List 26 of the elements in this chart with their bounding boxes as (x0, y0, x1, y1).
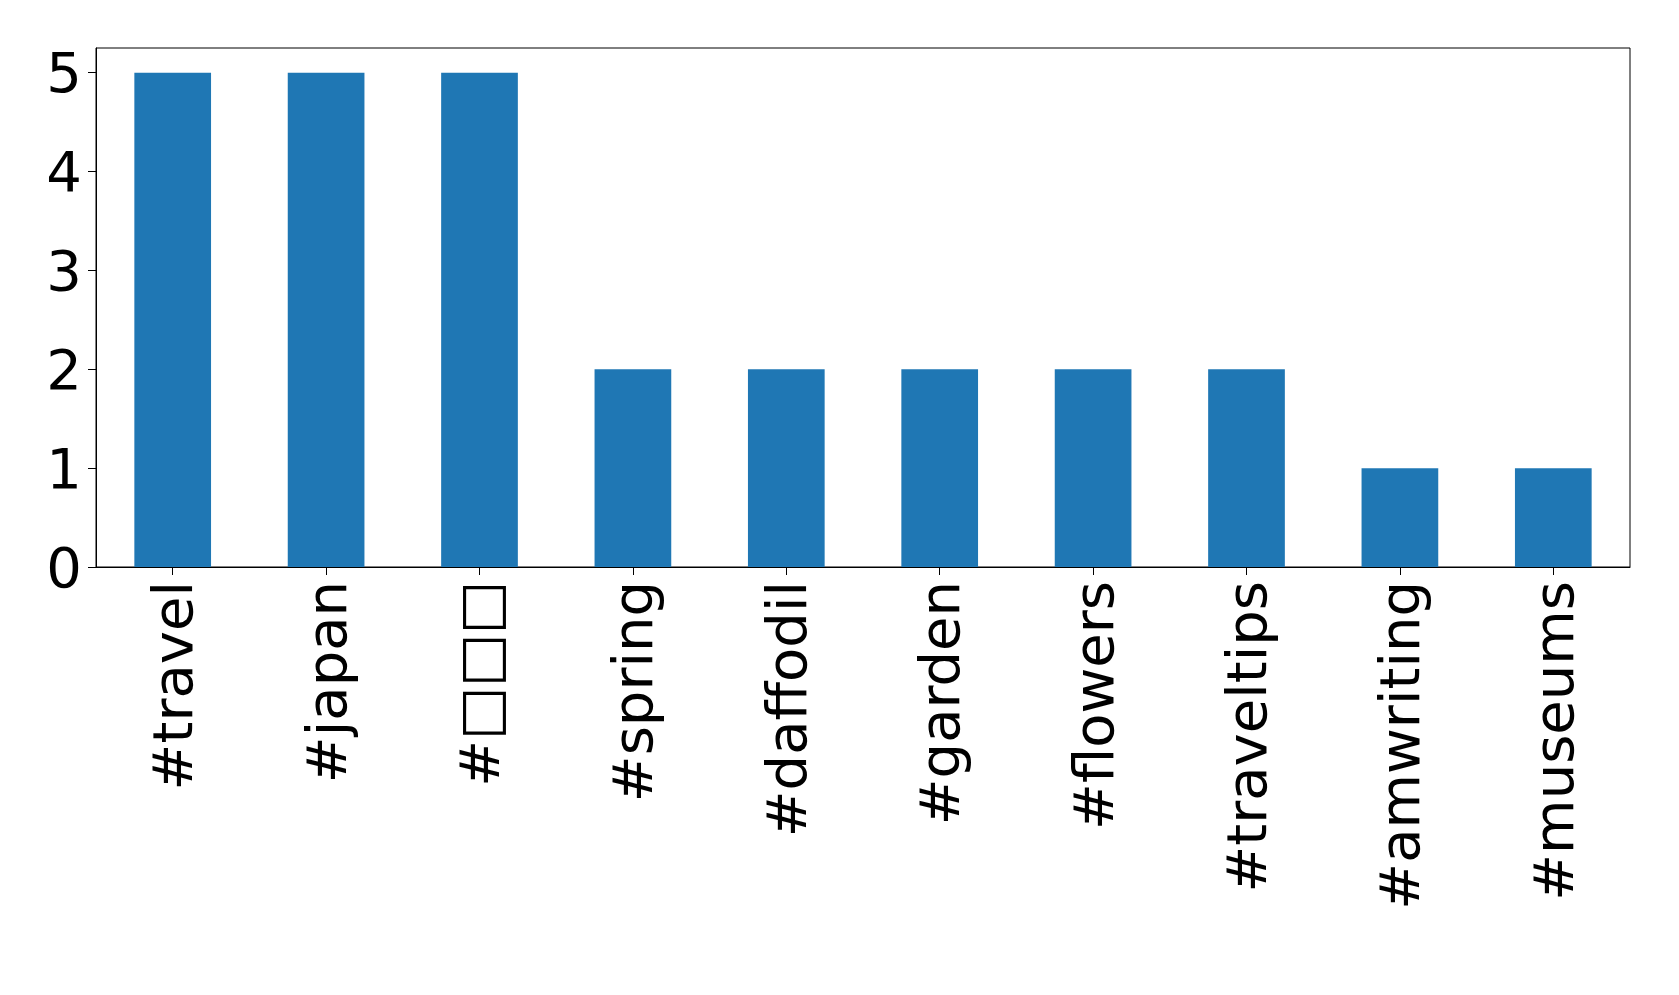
bar (134, 72, 212, 567)
bar (1361, 468, 1439, 567)
x-tick-label: #daffodil (753, 581, 819, 838)
y-tick-label: 2 (46, 336, 82, 402)
x-tick-label: #japan (293, 581, 359, 784)
x-tick-label: #garden (907, 581, 973, 826)
y-tick-label: 3 (46, 237, 82, 303)
y-tick-label: 0 (46, 534, 82, 600)
y-tick-label: 4 (46, 139, 82, 205)
x-tick-label: #traveltips (1214, 581, 1279, 893)
x-tick-label: #□□□ (447, 581, 512, 787)
y-tick-label: 1 (46, 435, 82, 501)
bar (594, 369, 672, 567)
bar (1054, 369, 1132, 567)
bar (1514, 468, 1592, 567)
bar (1208, 369, 1285, 567)
x-tick-label: #flowers (1060, 581, 1126, 830)
bar (901, 369, 979, 567)
bar (287, 72, 365, 567)
x-tick-label: #museums (1520, 581, 1586, 901)
x-tick-label: #travel (140, 581, 206, 791)
bar (747, 369, 825, 567)
bar (441, 72, 518, 567)
y-tick-label: 5 (46, 40, 82, 106)
x-tick-label: #spring (600, 581, 666, 803)
x-tick-label: #amwriting (1367, 581, 1433, 910)
